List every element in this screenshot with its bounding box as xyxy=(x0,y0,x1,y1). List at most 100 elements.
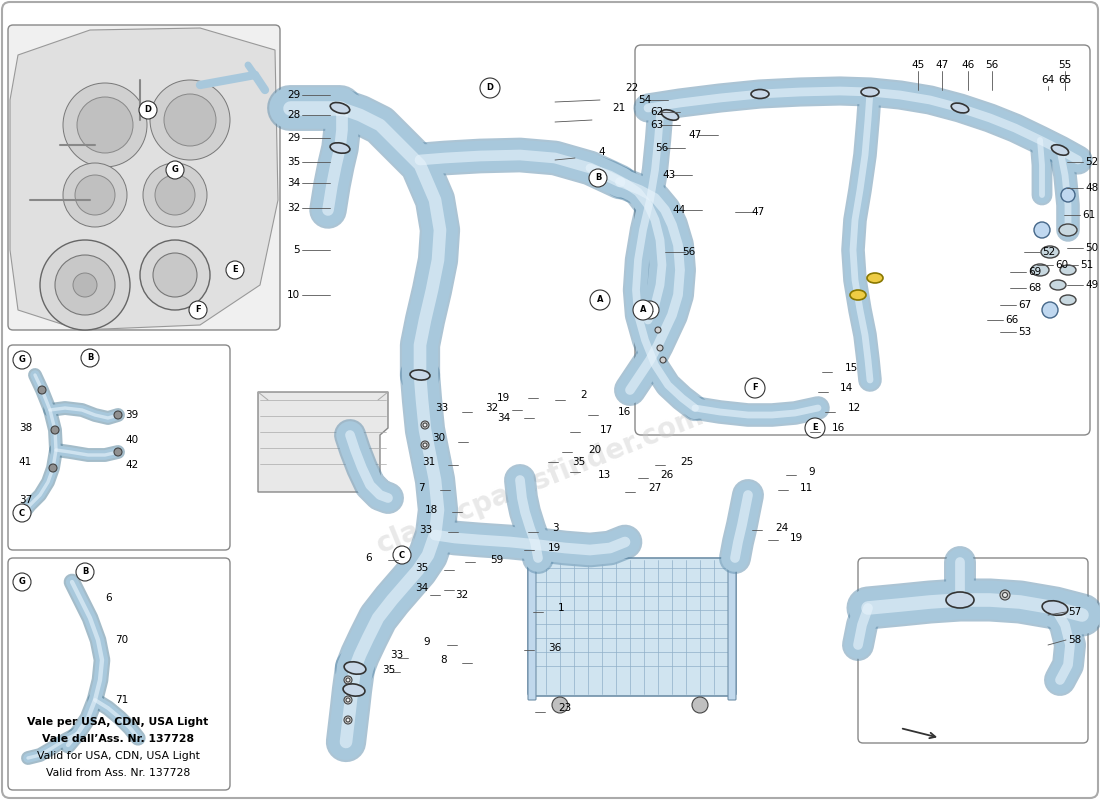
Circle shape xyxy=(654,327,661,333)
Circle shape xyxy=(421,441,429,449)
Circle shape xyxy=(13,573,31,591)
Text: 22: 22 xyxy=(625,83,638,93)
Circle shape xyxy=(13,504,31,522)
Circle shape xyxy=(1034,222,1050,238)
Circle shape xyxy=(75,175,116,215)
Text: Valid from Ass. Nr. 137728: Valid from Ass. Nr. 137728 xyxy=(46,768,190,778)
Text: 26: 26 xyxy=(660,470,673,480)
Circle shape xyxy=(114,448,122,456)
Circle shape xyxy=(139,101,157,119)
Text: 45: 45 xyxy=(912,60,925,70)
Circle shape xyxy=(346,678,350,682)
Text: 37: 37 xyxy=(19,495,32,505)
Circle shape xyxy=(153,253,197,297)
Text: 8: 8 xyxy=(440,655,447,665)
Text: 68: 68 xyxy=(1028,283,1042,293)
Text: E: E xyxy=(232,266,238,274)
Circle shape xyxy=(50,464,57,472)
Circle shape xyxy=(641,301,659,319)
Text: F: F xyxy=(752,383,758,393)
Text: 12: 12 xyxy=(848,403,861,413)
Text: 11: 11 xyxy=(800,483,813,493)
Text: 36: 36 xyxy=(548,643,561,653)
Circle shape xyxy=(1000,590,1010,600)
Text: 19: 19 xyxy=(548,543,561,553)
Ellipse shape xyxy=(1060,295,1076,305)
Text: 25: 25 xyxy=(680,457,693,467)
Text: 56: 56 xyxy=(654,143,669,153)
Text: 47: 47 xyxy=(751,207,764,217)
Text: Valid for USA, CDN, USA Light: Valid for USA, CDN, USA Light xyxy=(36,751,199,761)
Circle shape xyxy=(1062,188,1075,202)
Text: 62: 62 xyxy=(650,107,663,117)
Text: 33: 33 xyxy=(419,525,432,535)
Text: 34: 34 xyxy=(287,178,300,188)
Text: 58: 58 xyxy=(1068,635,1081,645)
Circle shape xyxy=(39,386,46,394)
Ellipse shape xyxy=(1059,224,1077,236)
Circle shape xyxy=(346,698,350,702)
Text: 30: 30 xyxy=(432,433,446,443)
Text: 19: 19 xyxy=(497,393,510,403)
Text: 18: 18 xyxy=(425,505,438,515)
Text: 6: 6 xyxy=(104,593,111,603)
Text: A: A xyxy=(596,295,603,305)
Text: 60: 60 xyxy=(1055,260,1068,270)
Circle shape xyxy=(189,301,207,319)
Text: D: D xyxy=(144,106,152,114)
FancyBboxPatch shape xyxy=(528,558,736,696)
Text: D: D xyxy=(486,83,494,93)
Text: 6: 6 xyxy=(365,553,372,563)
Circle shape xyxy=(424,423,427,427)
Circle shape xyxy=(590,290,610,310)
Text: 41: 41 xyxy=(19,457,32,467)
Text: 34: 34 xyxy=(415,583,428,593)
Text: 71: 71 xyxy=(116,695,129,705)
Circle shape xyxy=(155,175,195,215)
Circle shape xyxy=(76,563,94,581)
Text: 56: 56 xyxy=(986,60,999,70)
FancyBboxPatch shape xyxy=(728,555,736,700)
Circle shape xyxy=(421,421,429,429)
Text: 24: 24 xyxy=(776,523,789,533)
Circle shape xyxy=(114,411,122,419)
Text: 16: 16 xyxy=(618,407,631,417)
Circle shape xyxy=(632,300,653,320)
Text: 33: 33 xyxy=(390,650,404,660)
Text: 35: 35 xyxy=(572,457,585,467)
Text: 44: 44 xyxy=(672,205,685,215)
Text: 51: 51 xyxy=(1080,260,1093,270)
FancyBboxPatch shape xyxy=(8,25,280,330)
Text: 13: 13 xyxy=(598,470,612,480)
Ellipse shape xyxy=(330,102,350,114)
Circle shape xyxy=(344,676,352,684)
Circle shape xyxy=(1042,302,1058,318)
Circle shape xyxy=(40,240,130,330)
Circle shape xyxy=(55,255,116,315)
Text: 55: 55 xyxy=(1058,60,1071,70)
Text: 69: 69 xyxy=(1028,267,1042,277)
Circle shape xyxy=(1002,593,1008,598)
Text: 61: 61 xyxy=(1082,210,1096,220)
Text: 9: 9 xyxy=(808,467,815,477)
Circle shape xyxy=(143,163,207,227)
Circle shape xyxy=(344,696,352,704)
Text: B: B xyxy=(595,174,602,182)
Text: 50: 50 xyxy=(1085,243,1098,253)
Text: 4: 4 xyxy=(598,147,605,157)
Text: 39: 39 xyxy=(125,410,139,420)
Ellipse shape xyxy=(867,273,883,283)
Text: 47: 47 xyxy=(935,60,948,70)
Circle shape xyxy=(166,161,184,179)
Circle shape xyxy=(657,345,663,351)
Circle shape xyxy=(63,163,126,227)
Text: 66: 66 xyxy=(1005,315,1019,325)
Text: Vale dall’Ass. Nr. 137728: Vale dall’Ass. Nr. 137728 xyxy=(42,734,194,744)
Text: 32: 32 xyxy=(455,590,469,600)
Text: 43: 43 xyxy=(662,170,675,180)
Text: 15: 15 xyxy=(845,363,858,373)
Text: G: G xyxy=(172,166,178,174)
Circle shape xyxy=(140,240,210,310)
Circle shape xyxy=(344,716,352,724)
Text: B: B xyxy=(87,354,94,362)
